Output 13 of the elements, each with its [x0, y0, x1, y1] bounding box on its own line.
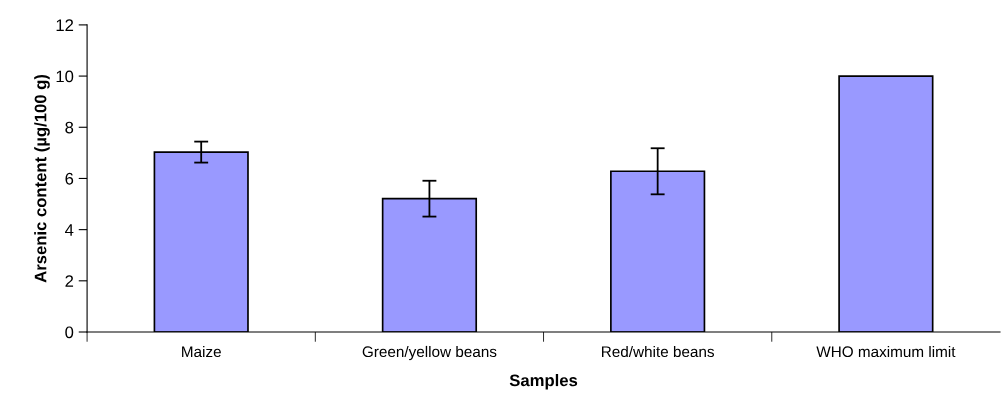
x-tick-label: Green/yellow beans: [362, 345, 497, 361]
y-tick-label: 0: [65, 326, 74, 339]
y-tick-label: 6: [65, 172, 74, 185]
y-tick-label: 4: [65, 224, 74, 236]
x-tick-label: WHO maximum limit: [816, 345, 956, 358]
x-axis-title: Samples: [509, 374, 578, 390]
y-tick-label: 8: [65, 121, 74, 134]
x-tick-label: Red/white beans: [602, 345, 715, 358]
y-tick-label: 10: [56, 70, 74, 83]
y-axis-title: Arsenic content (µg/100 g): [34, 74, 50, 283]
y-tick-label: 2: [65, 275, 74, 287]
y-tick-label: 12: [56, 19, 74, 31]
x-tick-label: Maize: [182, 345, 221, 358]
